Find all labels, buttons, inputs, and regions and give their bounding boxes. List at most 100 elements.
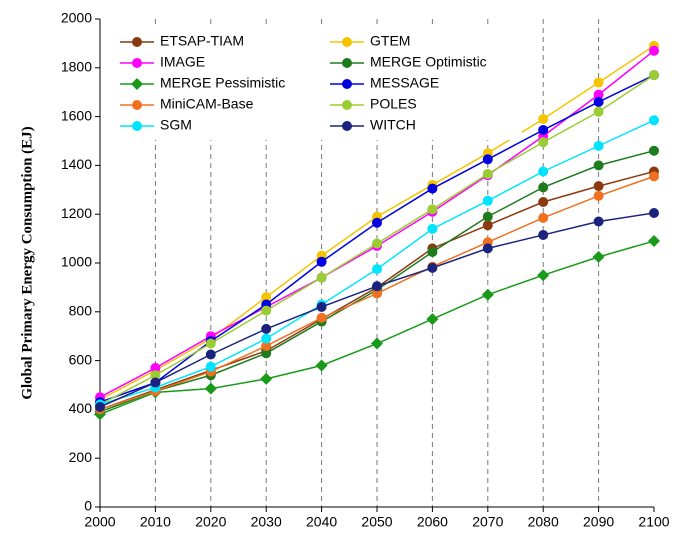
x-tick-label: 2010 [140,514,171,530]
marker [593,89,604,100]
y-tick-label: 1200 [61,205,92,221]
marker [316,272,327,283]
legend-label: ETSAP-TIAM [160,33,244,49]
x-tick-label: 2020 [195,514,226,530]
marker [261,340,272,351]
y-axis-label: Global Primary Energy Consumption (EJ) [19,126,35,399]
legend-marker [342,100,352,110]
marker [427,262,438,273]
legend-label: MiniCAM-Base [160,96,254,112]
legend-label: IMAGE [160,54,205,70]
marker [649,115,659,126]
marker [205,361,216,372]
x-tick-label: 2070 [472,514,503,530]
marker [593,96,604,107]
legend-marker [342,121,352,131]
marker [481,288,494,301]
x-tick-label: 2050 [361,514,392,530]
marker [593,190,604,201]
marker [150,370,161,381]
x-tick-label: 2100 [638,514,669,530]
marker [372,238,382,249]
marker [649,145,659,156]
marker [150,362,161,373]
marker [427,183,438,194]
marker [482,211,493,222]
legend-marker [132,37,142,47]
legend-marker [132,121,142,131]
marker [482,154,493,165]
marker [649,45,659,56]
marker [315,359,328,372]
y-tick-label: 1600 [61,107,92,123]
y-tick-label: 0 [84,498,92,514]
marker [649,207,659,218]
marker [204,382,217,395]
marker [538,182,549,193]
legend-marker [342,58,352,68]
marker [593,160,604,171]
legend-marker [132,58,142,68]
y-tick-label: 2000 [61,10,92,26]
marker [482,243,493,254]
x-tick-label: 2000 [84,514,115,530]
marker [593,216,604,227]
marker [261,305,272,316]
legend: ETSAP-TIAM GTEM IMAGE MERGE Optimistic MERGE… [112,28,522,140]
marker [482,220,493,231]
marker [427,204,438,215]
legend-marker [342,79,352,89]
marker [261,292,272,303]
x-tick-label: 2030 [251,514,282,530]
legend-marker [131,78,143,90]
marker [592,250,605,263]
y-tick-label: 1400 [61,156,92,172]
marker [261,348,272,359]
marker [316,312,327,323]
marker [538,137,549,148]
legend-marker [342,37,352,47]
legend-label: GTEM [370,33,410,49]
marker [482,168,493,179]
marker [372,264,382,275]
x-tick-label: 2080 [528,514,559,530]
marker [538,114,549,125]
legend-label: WITCH [370,117,416,133]
legend-marker [132,100,142,110]
marker [537,269,550,282]
marker [372,217,382,228]
marker [150,377,161,388]
marker [426,313,439,326]
marker [538,125,549,136]
marker [261,323,272,334]
marker [593,106,604,117]
marker [538,197,549,207]
marker [649,70,659,81]
marker [372,281,382,292]
legend-background [112,28,522,140]
y-tick-label: 200 [69,449,93,465]
marker [261,333,272,344]
marker [649,171,659,182]
marker [205,338,216,349]
marker [205,349,216,360]
legend-label: MESSAGE [370,75,439,91]
y-tick-label: 1000 [61,254,92,270]
marker [427,247,438,258]
marker [648,235,660,248]
marker [371,337,383,350]
marker [316,301,327,312]
marker [593,140,604,151]
y-tick-label: 400 [69,400,93,416]
marker [538,229,549,240]
marker [95,401,105,412]
marker [538,212,549,223]
legend-label: MERGE Optimistic [370,54,487,70]
marker [316,256,327,267]
legend-label: POLES [370,96,417,112]
legend-label: MERGE Pessimistic [160,75,285,91]
marker [538,166,549,177]
marker [593,181,604,192]
x-tick-label: 2060 [417,514,448,530]
